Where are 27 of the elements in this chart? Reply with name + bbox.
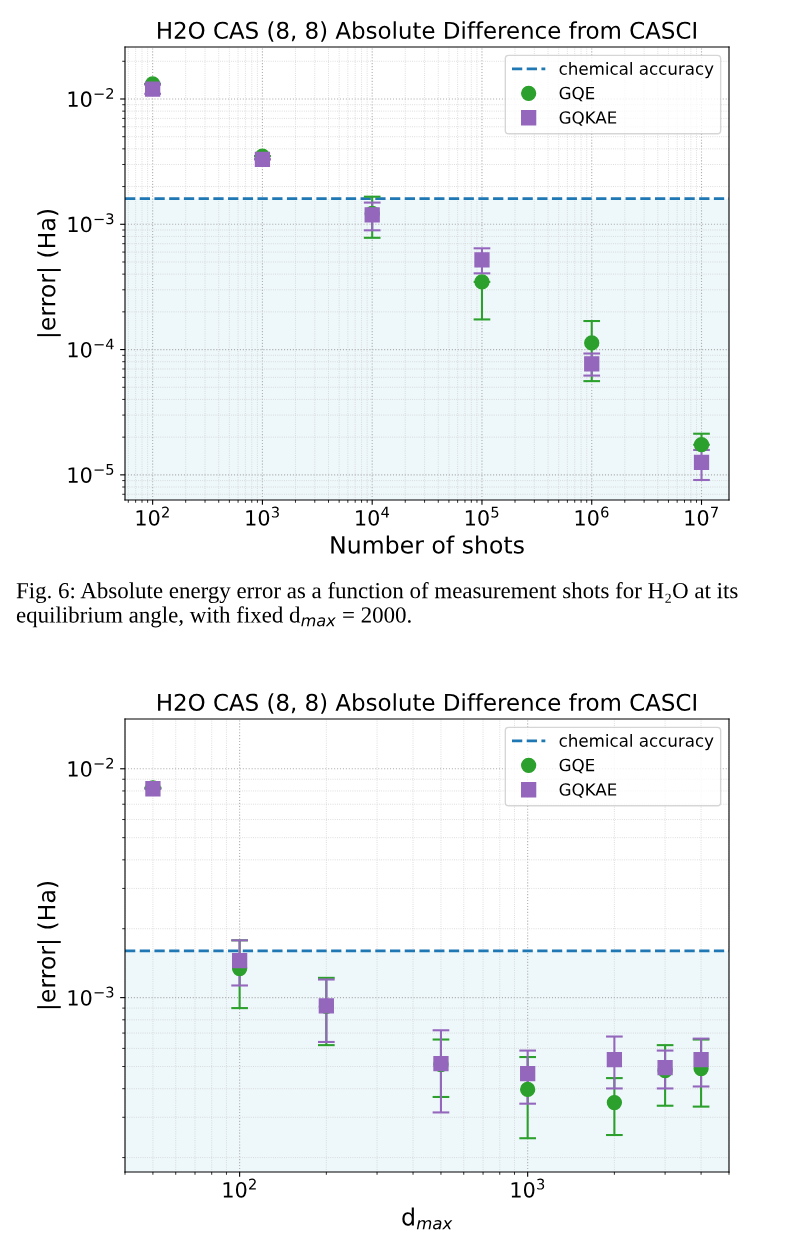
x-axis-title: d$_{max}$ <box>402 1207 453 1230</box>
x-tick-label: 10$^{2}$ <box>136 506 169 526</box>
legend-label: GQKAE <box>559 111 617 126</box>
x-axis-title: Number of shots <box>331 535 524 554</box>
legend-label: GQKAE <box>559 783 617 798</box>
y-tick-label: 10$^{−3}$ <box>68 986 114 1006</box>
x-tick-label: 10$^{5}$ <box>465 506 499 526</box>
y-tick-label: 10$^{−4}$ <box>68 338 114 358</box>
x-tick-label: 10$^{6}$ <box>575 506 609 526</box>
x-tick-label: 10$^{3}$ <box>246 506 279 526</box>
x-tick-label: 10$^{4}$ <box>356 506 390 526</box>
caption: Fig. 6: Absolute energy error as a function of measurement shots for H₂O at its equilibrium angle, with fixed d$_{max}$ = 2000. <box>16 582 738 628</box>
x-tick-label: 10$^{3}$ <box>511 1178 545 1198</box>
legend-label: chemical accuracy <box>559 734 714 751</box>
chart-title: H2O CAS (8, 8) Absolute Difference from CASCI <box>158 693 696 714</box>
y-axis-title: |error| (Ha) <box>37 881 61 1009</box>
y-tick-label: 10$^{−3}$ <box>68 213 114 233</box>
legend-label: GQE <box>559 758 595 774</box>
legend-label: chemical accuracy <box>559 62 714 79</box>
chart-title: H2O CAS (8, 8) Absolute Difference from CASCI <box>158 21 696 42</box>
x-tick-label: 10$^{7}$ <box>685 506 718 526</box>
y-tick-label: 10$^{−2}$ <box>68 87 114 108</box>
y-axis-title: |error| (Ha) <box>37 209 61 337</box>
y-tick-label: 10$^{−2}$ <box>68 757 114 777</box>
y-tick-label: 10$^{−5}$ <box>68 464 114 483</box>
x-tick-label: 10$^{2}$ <box>223 1178 256 1198</box>
legend-label: GQE <box>559 86 595 102</box>
